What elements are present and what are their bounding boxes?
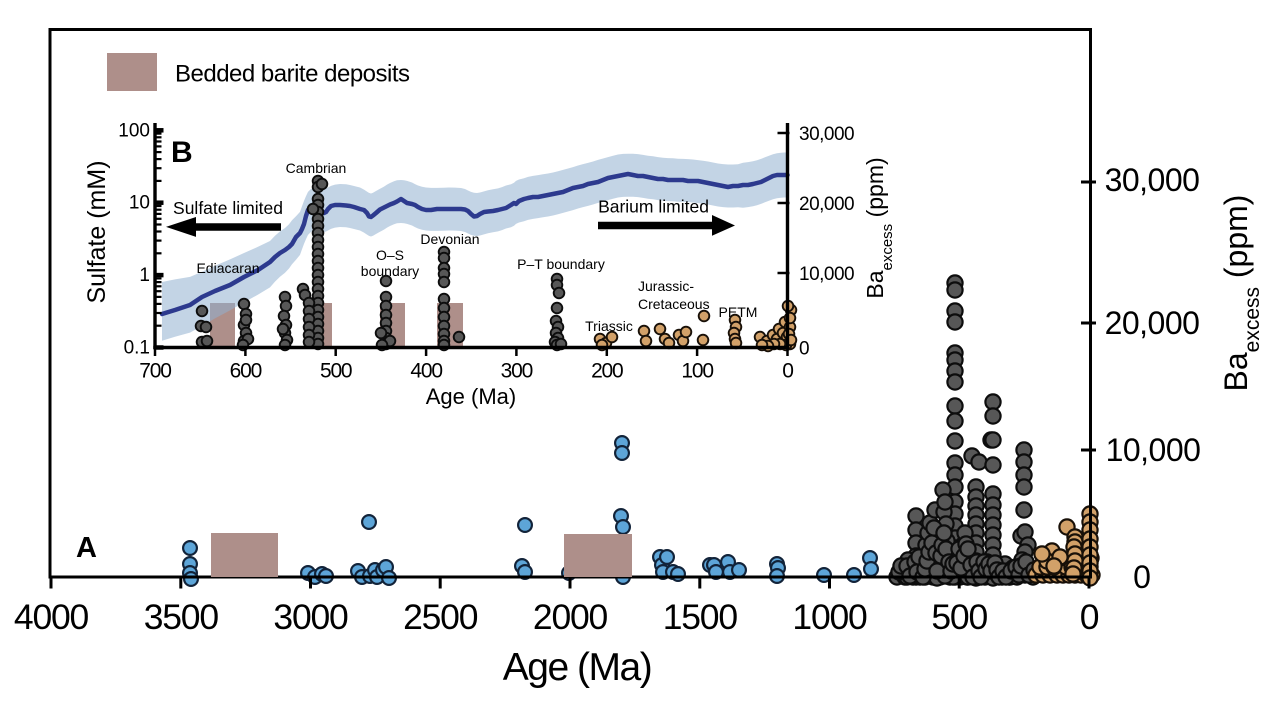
svg-text:Age (Ma): Age (Ma) — [503, 646, 651, 689]
svg-text:500: 500 — [320, 360, 352, 383]
svg-text:300: 300 — [501, 360, 533, 383]
svg-text:Devonian: Devonian — [420, 231, 479, 247]
svg-text:Jurassic-: Jurassic- — [638, 278, 694, 294]
svg-text:Bedded barite deposits: Bedded barite deposits — [175, 61, 410, 88]
svg-text:1000: 1000 — [792, 597, 867, 637]
svg-text:PETM: PETM — [719, 304, 758, 320]
svg-text:2500: 2500 — [403, 597, 478, 637]
svg-text:P–T boundary: P–T boundary — [517, 256, 605, 272]
svg-text:30,000: 30,000 — [1105, 162, 1200, 198]
svg-text:boundary: boundary — [361, 263, 419, 279]
svg-text:3000: 3000 — [273, 597, 348, 637]
svg-text:0.1: 0.1 — [124, 338, 150, 359]
svg-text:100: 100 — [681, 360, 713, 383]
svg-text:B: B — [171, 136, 193, 169]
svg-text:2000: 2000 — [533, 597, 608, 637]
svg-text:O–S: O–S — [376, 247, 404, 263]
svg-text:20,000: 20,000 — [1105, 305, 1200, 341]
svg-text:30,000: 30,000 — [799, 124, 854, 145]
svg-text:10,000: 10,000 — [799, 264, 854, 285]
svg-text:600: 600 — [230, 360, 262, 383]
svg-text:Barium limited: Barium limited — [598, 197, 709, 217]
svg-text:3500: 3500 — [144, 597, 219, 637]
svg-text:0: 0 — [1080, 597, 1099, 637]
svg-text:100: 100 — [118, 120, 150, 141]
svg-text:A: A — [76, 532, 97, 564]
svg-text:4000: 4000 — [14, 597, 89, 637]
svg-text:500: 500 — [931, 597, 987, 637]
svg-text:Cretaceous: Cretaceous — [638, 296, 710, 312]
svg-text:Triassic: Triassic — [585, 318, 633, 334]
svg-text:0: 0 — [1133, 559, 1151, 595]
svg-text:700: 700 — [139, 360, 171, 383]
svg-text:20,000: 20,000 — [799, 194, 854, 215]
svg-text:Ediacaran: Ediacaran — [196, 260, 259, 276]
svg-text:10: 10 — [129, 193, 150, 214]
svg-text:400: 400 — [410, 360, 442, 383]
svg-text:0: 0 — [799, 339, 809, 360]
svg-text:200: 200 — [591, 360, 623, 383]
svg-text:Age (Ma): Age (Ma) — [426, 384, 516, 409]
svg-text:10,000: 10,000 — [1106, 432, 1201, 468]
svg-text:Sulfate (mM): Sulfate (mM) — [83, 160, 111, 303]
svg-text:Cambrian: Cambrian — [286, 160, 347, 176]
svg-text:Sulfate limited: Sulfate limited — [173, 198, 283, 218]
svg-text:1: 1 — [139, 265, 150, 286]
svg-text:0: 0 — [782, 360, 793, 383]
svg-text:1500: 1500 — [663, 597, 738, 637]
